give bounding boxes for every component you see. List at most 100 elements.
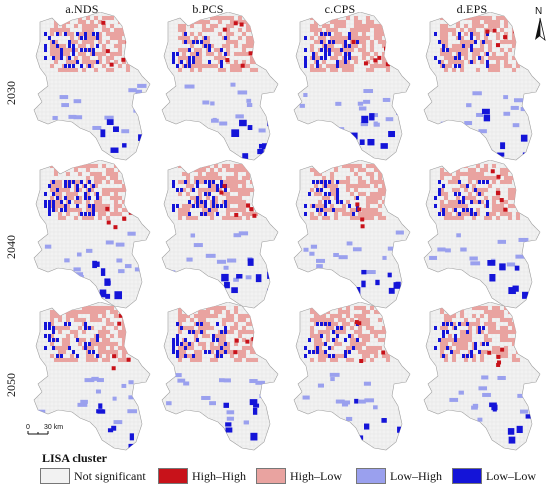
lisa-cell (444, 44, 448, 48)
lisa-cell (496, 354, 501, 359)
lisa-cell (346, 180, 350, 184)
lisa-cell (122, 16, 126, 20)
lisa-cell (492, 68, 496, 72)
lisa-cell (206, 28, 210, 32)
lisa-cell (94, 208, 98, 212)
lisa-cell (212, 196, 215, 200)
lisa-cell (172, 342, 175, 346)
lisa-cell (500, 338, 504, 342)
lisa-cell (342, 318, 346, 322)
lisa-cell (254, 188, 258, 192)
region-map (33, 160, 151, 309)
lisa-cell (238, 208, 242, 212)
lisa-cell (246, 330, 250, 334)
lisa-cell (114, 212, 118, 216)
lisa-cell (94, 172, 98, 176)
lisa-cell (84, 184, 87, 188)
lisa-cell (366, 184, 370, 188)
lisa-cell (77, 402, 88, 407)
lisa-cell (60, 48, 63, 52)
lisa-cell (503, 207, 508, 212)
lisa-cell (226, 48, 230, 52)
lisa-cell (330, 68, 334, 72)
lisa-cell (102, 346, 106, 350)
lisa-cell (492, 176, 496, 180)
lisa-cell (68, 64, 71, 68)
lisa-cell (338, 208, 342, 212)
lisa-cell (354, 330, 358, 334)
lisa-cell (334, 52, 338, 56)
lisa-cell (510, 105, 519, 110)
lisa-cell (496, 16, 500, 20)
lisa-cell (222, 192, 226, 196)
lisa-cell (358, 176, 362, 180)
lisa-cell (122, 60, 126, 64)
lisa-cell (334, 330, 338, 334)
lisa-cell (497, 375, 506, 380)
lisa-cell (94, 314, 98, 318)
lisa-cell (366, 36, 370, 40)
lisa-cell (44, 334, 47, 338)
lisa-cell (338, 36, 342, 40)
lisa-cell (206, 52, 210, 56)
lisa-cell (470, 212, 473, 216)
lisa-cell (219, 378, 225, 383)
lisa-cell (86, 60, 90, 64)
lisa-cell (358, 192, 362, 196)
lisa-cell (126, 68, 130, 72)
lisa-cell (96, 44, 99, 48)
lisa-cell (214, 56, 218, 60)
lisa-cell (382, 20, 386, 24)
lisa-cell (202, 100, 210, 105)
lisa-cell (214, 346, 218, 350)
lisa-cell (458, 390, 464, 395)
lisa-cell (88, 188, 91, 192)
lisa-cell (78, 196, 82, 200)
lisa-cell (314, 20, 318, 24)
lisa-cell (254, 52, 258, 56)
lisa-cell (334, 48, 338, 52)
lisa-cell (336, 326, 339, 330)
lisa-cell (389, 186, 394, 191)
region-map (293, 12, 411, 161)
lisa-cell (86, 192, 90, 196)
lisa-cell (198, 196, 202, 200)
lisa-cell (452, 180, 456, 184)
lisa-cell (172, 52, 175, 56)
lisa-cell (226, 212, 230, 216)
legend-title: LISA cluster (42, 451, 108, 465)
legend-item-low-high: Low–High (356, 466, 442, 486)
lisa-cell (320, 334, 323, 338)
lisa-cell (200, 330, 203, 334)
lisa-cell (370, 56, 374, 60)
lisa-cell (472, 322, 476, 326)
lisa-cell (172, 56, 175, 60)
lisa-cell (492, 212, 496, 216)
lisa-cell (500, 350, 504, 354)
lisa-cell (106, 40, 110, 44)
lisa-cell (500, 180, 504, 184)
lisa-cell (382, 64, 386, 68)
lisa-cell (72, 64, 75, 68)
lisa-cell (48, 322, 51, 326)
lisa-cell (496, 188, 500, 192)
lisa-cell (84, 196, 87, 200)
lisa-cell (512, 326, 516, 330)
lisa-cell (52, 346, 55, 350)
lisa-cell (445, 248, 451, 253)
lisa-cell (249, 207, 254, 212)
lisa-cell (223, 378, 231, 383)
lisa-cell (434, 56, 437, 60)
lisa-cell (224, 52, 227, 56)
lisa-cell (472, 314, 476, 318)
lisa-cell (488, 20, 492, 24)
lisa-cell (504, 52, 508, 56)
lisa-cell (512, 338, 516, 342)
lisa-cell (88, 180, 91, 184)
lisa-cell (476, 112, 484, 117)
lisa-cell (74, 48, 78, 52)
lisa-cell (86, 346, 90, 350)
lisa-cell (458, 180, 461, 184)
lisa-cell (82, 44, 86, 48)
lisa-cell (340, 48, 343, 52)
